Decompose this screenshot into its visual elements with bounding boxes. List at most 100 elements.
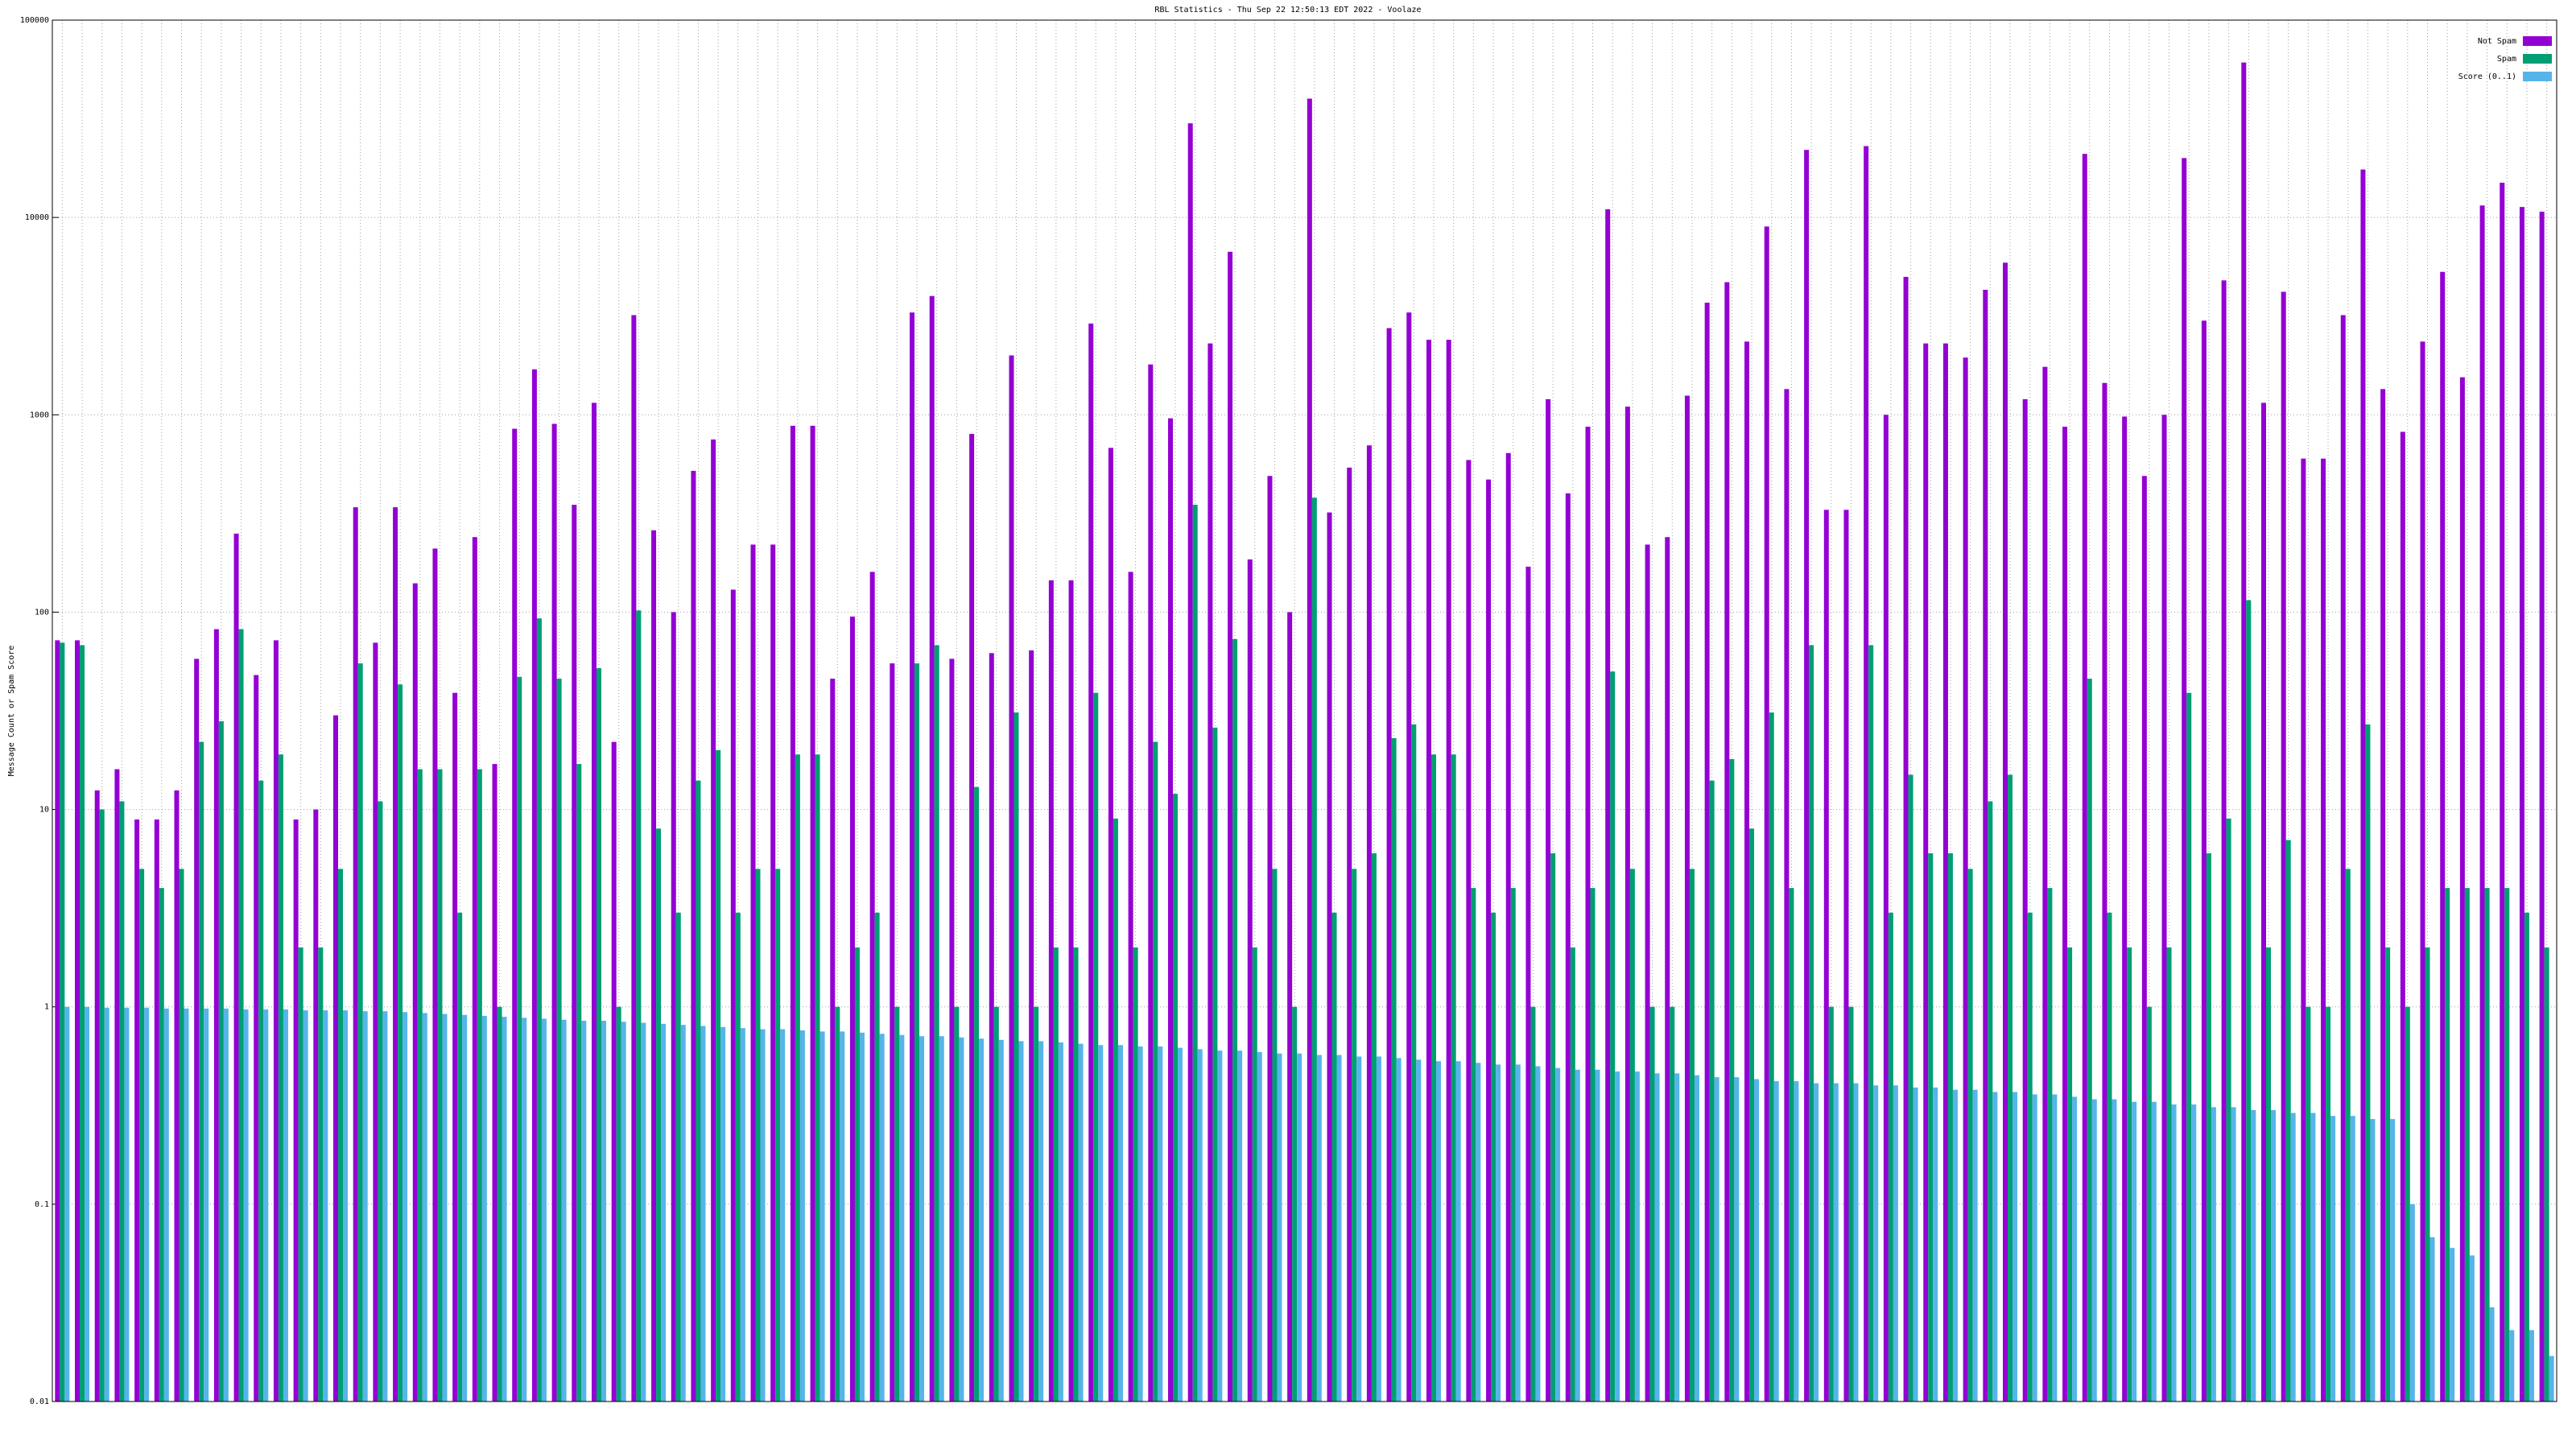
bar (576, 764, 582, 1402)
bar (1565, 493, 1571, 1402)
bar (1535, 1066, 1541, 1402)
bar (750, 544, 756, 1402)
bar (2265, 947, 2271, 1402)
legend-label: Not Spam (2478, 37, 2516, 46)
bar (1585, 427, 1591, 1402)
bar (2464, 888, 2470, 1402)
legend-label: Spam (2497, 55, 2516, 64)
bar (134, 819, 140, 1402)
bar (218, 720, 224, 1402)
bar (1634, 1071, 1640, 1402)
bar (591, 402, 597, 1402)
bar (1665, 537, 1670, 1402)
bar (2405, 1006, 2410, 1402)
bar (442, 1013, 448, 1402)
bar (1570, 947, 1575, 1402)
bar (2132, 1101, 2137, 1402)
bar (199, 741, 204, 1402)
bar (1435, 1061, 1441, 1402)
bar (2504, 888, 2510, 1402)
bar (1307, 98, 1312, 1402)
bar (2450, 1248, 2455, 1402)
bar (1615, 1071, 1620, 1402)
bar (254, 675, 259, 1402)
bar (293, 819, 299, 1402)
bar (2047, 888, 2053, 1402)
bar (601, 1021, 606, 1402)
bar (2146, 1006, 2152, 1402)
bar (616, 1006, 621, 1402)
bar (939, 1036, 944, 1402)
bar (2102, 382, 2107, 1402)
bar (919, 1036, 925, 1402)
bar (1331, 912, 1337, 1402)
bar (2201, 320, 2207, 1402)
bar (2425, 947, 2430, 1402)
bar (1525, 566, 1531, 1402)
bar (2380, 389, 2386, 1402)
bar (373, 642, 378, 1402)
bar (1247, 559, 1253, 1402)
bar (1347, 467, 1352, 1402)
bar (2127, 947, 2132, 1402)
y-axis-label: Message Count or Spam Score (7, 646, 16, 777)
bar (572, 505, 577, 1402)
bar (1575, 1069, 1580, 1402)
bar (2440, 271, 2446, 1402)
bar (1013, 712, 1019, 1402)
bar (819, 1031, 825, 1402)
bar (238, 629, 244, 1402)
bar (910, 312, 915, 1402)
bar (194, 658, 200, 1402)
bar (1555, 1067, 1561, 1402)
bar (1893, 1085, 1898, 1402)
bar (2226, 818, 2231, 1402)
y-tick-label: 10000 (25, 213, 49, 222)
bar (2429, 1236, 2435, 1402)
bar (1267, 476, 1273, 1402)
bar (1734, 1077, 1740, 1402)
y-tick-label: 10 (39, 806, 49, 815)
bar (696, 780, 701, 1402)
bar (989, 653, 994, 1402)
bar (357, 663, 363, 1402)
bar (1689, 869, 1695, 1402)
y-tick-label: 0.01 (30, 1397, 49, 1406)
bar (2285, 840, 2291, 1402)
bar (1491, 912, 1496, 1402)
bar (1376, 1056, 1381, 1402)
bar (1942, 343, 1948, 1402)
bar (1724, 282, 1730, 1402)
bar (1451, 754, 1456, 1402)
bar (522, 1018, 527, 1402)
bar (417, 769, 423, 1402)
bar (1923, 343, 1929, 1402)
bar (1823, 510, 1829, 1402)
bar (2539, 211, 2545, 1402)
bar (362, 1011, 368, 1402)
bar (1928, 852, 1934, 1402)
bar (1356, 1056, 1362, 1402)
bar (1148, 364, 1154, 1402)
bar (790, 425, 795, 1402)
bar (1804, 150, 1810, 1402)
bar (1605, 208, 1611, 1402)
bar (2345, 869, 2351, 1402)
bar (1252, 947, 1257, 1402)
bar (1947, 852, 1953, 1402)
bar (1809, 645, 1814, 1402)
bar (810, 425, 815, 1402)
bar (1228, 251, 1233, 1402)
bar (1833, 1083, 1839, 1402)
bar (94, 790, 100, 1402)
bar (799, 1030, 805, 1402)
bar (402, 1012, 408, 1402)
bar (2484, 888, 2490, 1402)
bar (412, 583, 418, 1402)
bar (2306, 1006, 2311, 1402)
bar (849, 616, 855, 1402)
bar (641, 1022, 646, 1402)
bar (2087, 679, 2092, 1402)
bar (1352, 869, 1357, 1402)
